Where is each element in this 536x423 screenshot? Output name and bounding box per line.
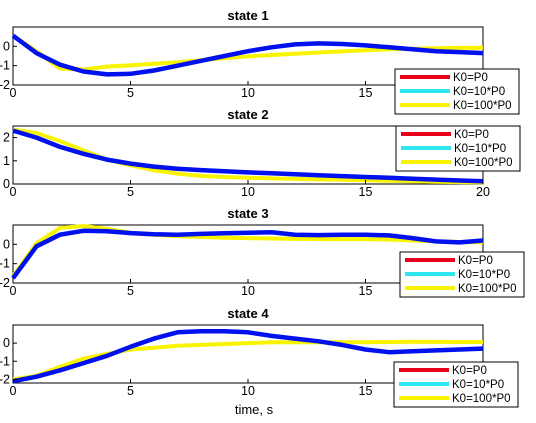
- x-tick-label: 10: [241, 384, 255, 398]
- x-tick-label: 10: [241, 185, 255, 199]
- y-tick-label: -2: [0, 78, 10, 92]
- legend-label: K0=10*P0: [458, 269, 510, 281]
- series-line-overlay: [12, 328, 484, 384]
- y-tick-label: 2: [3, 131, 10, 145]
- y-tick-label: -1: [0, 354, 10, 368]
- legend-label: K0=P0: [453, 72, 488, 84]
- legend: K0=P0 K0=10*P0 K0=100*P0: [395, 125, 521, 172]
- y-tick-label: 0: [3, 39, 10, 53]
- y-tick-label: -2: [0, 276, 10, 290]
- x-tick-label: 5: [127, 284, 134, 298]
- x-tick-label: 0: [10, 384, 17, 398]
- series-line-k0-100p0: [12, 339, 483, 382]
- x-tick-label: 0: [10, 185, 17, 199]
- subplot-title: state 1: [227, 8, 268, 23]
- series-line-k0-100p0: [11, 223, 484, 278]
- legend-label: K0=P0: [454, 129, 489, 141]
- x-tick-label: 15: [359, 185, 373, 199]
- subplot-title: state 3: [227, 206, 268, 221]
- legend-label: K0=P0: [458, 255, 493, 267]
- x-tick-label: 15: [359, 86, 373, 100]
- subplots-group: state 10510150-1-2K0=P0K0=10*P0K0=100*P0…: [0, 8, 525, 408]
- series-line-overlay: [12, 128, 484, 184]
- legend: K0=P0 K0=10*P0 K0=100*P0: [393, 361, 519, 408]
- x-tick-label: 10: [241, 284, 255, 298]
- legend: K0=P0 K0=10*P0 K0=100*P0: [399, 251, 525, 298]
- legend-label: K0=10*P0: [454, 143, 506, 155]
- x-tick-label: 0: [10, 284, 17, 298]
- legend-label: K0=100*P0: [452, 393, 511, 405]
- legend-label: K0=P0: [452, 365, 487, 377]
- subplot-4: state 4 0 5 10 15 0 -1 -2 K0=P0 K0=10*P0 K0=100*P0: [0, 306, 519, 408]
- y-tick-label: 0: [3, 237, 10, 251]
- legend-label: K0=100*P0: [453, 100, 512, 112]
- legend: K0=P0 K0=10*P0 K0=100*P0: [394, 68, 520, 115]
- legend-label: K0=10*P0: [453, 86, 505, 98]
- x-tick-label: 5: [127, 86, 134, 100]
- x-tick-label: 0: [10, 86, 17, 100]
- x-tick-label: 15: [359, 284, 373, 298]
- y-tick-label: -1: [0, 59, 10, 73]
- y-tick-label: 0: [3, 177, 10, 191]
- legend-label: K0=100*P0: [458, 283, 517, 295]
- x-tick-label: 5: [127, 185, 134, 199]
- subplot-title: state 2: [227, 107, 268, 122]
- y-tick-label: -2: [0, 372, 10, 386]
- subplot-title: state 4: [227, 306, 269, 321]
- series-line-overlay: [11, 33, 484, 77]
- legend-label: K0=10*P0: [452, 379, 504, 391]
- legend-label: K0=100*P0: [454, 157, 513, 169]
- x-tick-label: 5: [127, 384, 134, 398]
- y-tick-label: 1: [3, 154, 10, 168]
- x-tick-label: 10: [241, 86, 255, 100]
- x-tick-label: 15: [359, 384, 373, 398]
- y-tick-label: 0: [3, 336, 10, 350]
- x-tick-label: 20: [476, 185, 490, 199]
- series-line-overlay: [11, 228, 484, 280]
- y-tick-label: -1: [0, 257, 10, 271]
- x-axis-label: time, s: [235, 402, 274, 417]
